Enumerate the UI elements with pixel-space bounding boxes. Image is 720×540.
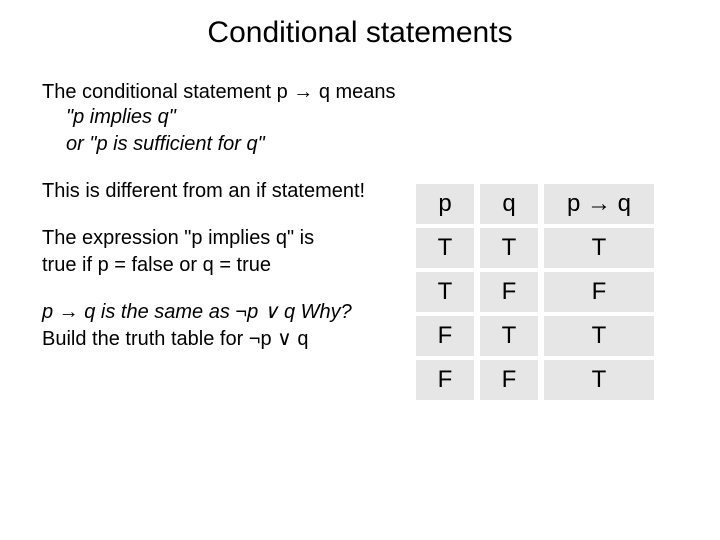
cell: F: [544, 272, 654, 312]
cell: T: [480, 228, 538, 268]
cell: T: [416, 272, 474, 312]
body-text: The conditional statement p → q means "p…: [42, 80, 402, 374]
final-block: p → q is the same as ¬p ∨ q Why? Build t…: [42, 300, 402, 352]
same-line: p → q is the same as ¬p ∨ q Why?: [42, 300, 402, 325]
table-row: F F T: [416, 360, 654, 400]
table-row: T T T: [416, 228, 654, 268]
build-line: Build the truth table for ¬p ∨ q: [42, 327, 402, 352]
expr-block: The expression "p implies q" is true if …: [42, 226, 402, 278]
cell: F: [416, 316, 474, 356]
cell: T: [480, 316, 538, 356]
cell: F: [480, 360, 538, 400]
diff-line: This is different from an if statement!: [42, 179, 402, 204]
table-row: T F F: [416, 272, 654, 312]
truth-table: p q p → q T T T T F F F T T F F T: [410, 180, 660, 404]
table-row: F T T: [416, 316, 654, 356]
cell: T: [544, 228, 654, 268]
table-row: p q p → q: [416, 184, 654, 224]
table-header-pq: p → q: [544, 184, 654, 224]
cell: F: [416, 360, 474, 400]
intro-line: The conditional statement p → q means: [42, 80, 402, 105]
table-header-q: q: [480, 184, 538, 224]
expr-line-1: The expression "p implies q" is: [42, 226, 402, 251]
cell: T: [544, 360, 654, 400]
table-header-p: p: [416, 184, 474, 224]
sufficient-line: or "p is sufficient for q": [66, 132, 402, 157]
cell: T: [544, 316, 654, 356]
slide: Conditional statements The conditional s…: [0, 0, 720, 540]
intro-block: The conditional statement p → q means "p…: [42, 80, 402, 157]
cell: T: [416, 228, 474, 268]
implies-line: "p implies q": [66, 105, 402, 130]
cell: F: [480, 272, 538, 312]
page-title: Conditional statements: [0, 16, 720, 50]
expr-line-2: true if p = false or q = true: [42, 253, 402, 278]
